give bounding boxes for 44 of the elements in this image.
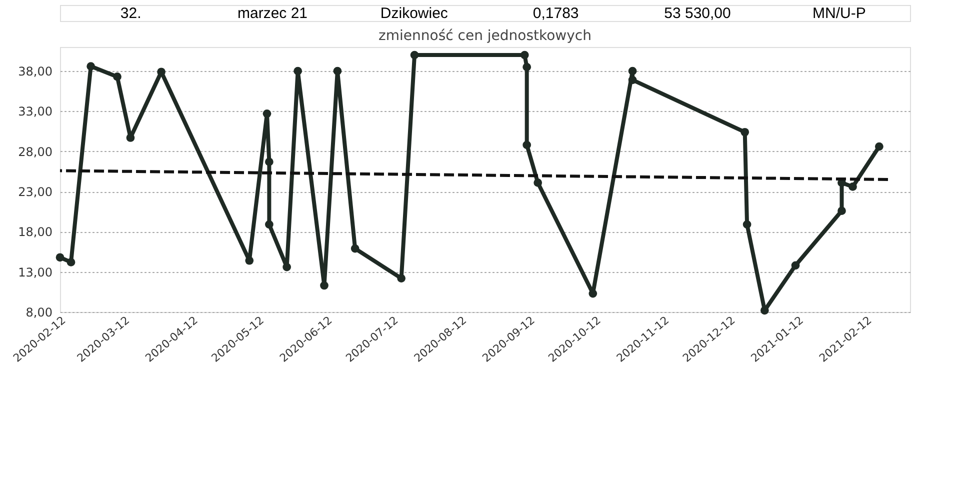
point <box>350 244 360 253</box>
text: marzec 21 <box>237 5 308 22</box>
point <box>113 72 122 81</box>
text: 32. <box>120 5 142 22</box>
point <box>410 50 419 60</box>
text: MN/U-P <box>812 5 866 22</box>
y-tick-label: 33,00 <box>18 104 52 119</box>
point <box>66 258 76 266</box>
point <box>848 182 857 191</box>
point <box>874 142 884 151</box>
y-tick-label: 18,00 <box>18 225 52 240</box>
point <box>320 281 328 290</box>
text: 0,1783 <box>532 5 579 22</box>
point <box>282 262 291 272</box>
point <box>397 274 406 282</box>
point <box>838 206 846 215</box>
text: Dzikowiec <box>380 5 448 22</box>
point <box>628 66 637 76</box>
y-tick-label: 23,00 <box>18 185 52 200</box>
point <box>534 178 542 187</box>
point <box>126 134 135 142</box>
y-tick-label: 28,00 <box>18 144 52 159</box>
point <box>333 66 342 76</box>
point <box>520 50 529 60</box>
point <box>791 261 800 270</box>
point <box>86 62 96 70</box>
text: 53 530,00 <box>664 5 731 22</box>
point <box>588 289 598 298</box>
point <box>294 66 302 76</box>
point <box>740 128 750 136</box>
point <box>628 76 637 84</box>
point <box>265 220 274 229</box>
point <box>760 306 769 315</box>
y-tick-label: 38,00 <box>18 64 52 79</box>
chart-title: zmienność cen jednostkowych <box>378 28 592 44</box>
point <box>522 62 532 72</box>
point <box>742 220 752 229</box>
point <box>265 158 274 166</box>
point <box>522 140 532 150</box>
y-tick-label: 13,00 <box>18 265 52 280</box>
point <box>245 256 254 265</box>
point <box>262 109 272 118</box>
point <box>56 253 64 262</box>
y-tick-label: 8,00 <box>26 306 52 320</box>
